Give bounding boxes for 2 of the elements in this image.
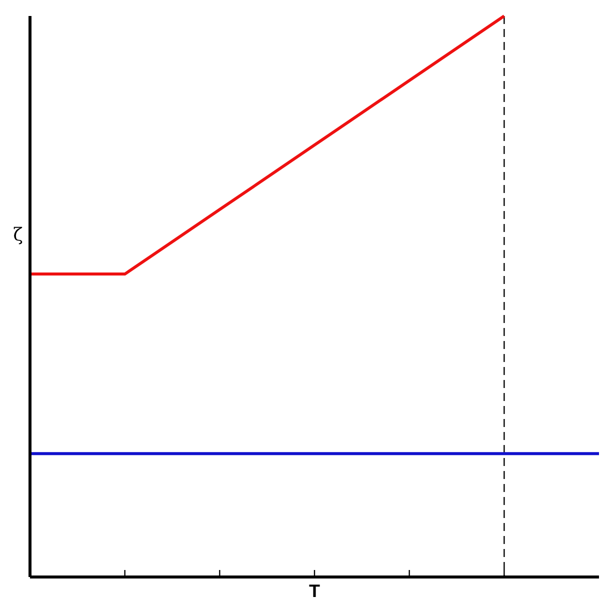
x-axis-title: T — [309, 581, 320, 601]
y-axis-title: ζ — [13, 224, 24, 246]
